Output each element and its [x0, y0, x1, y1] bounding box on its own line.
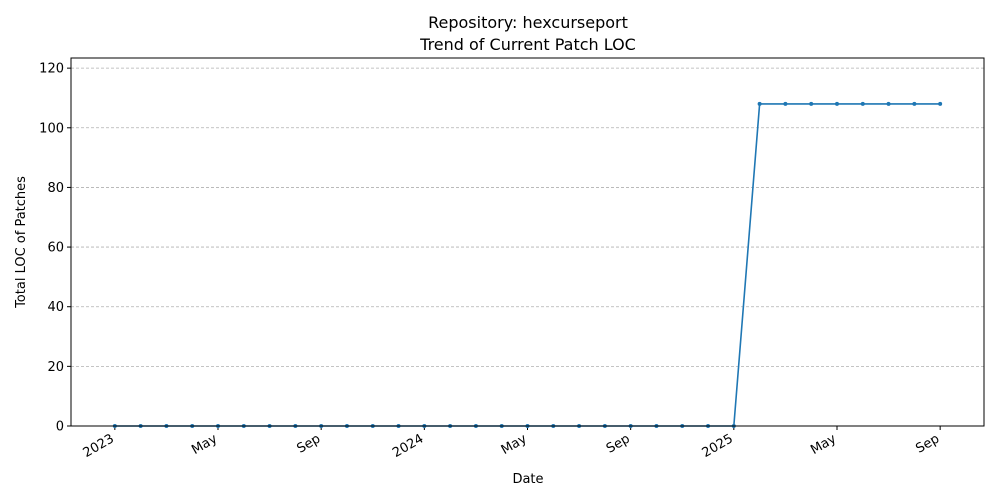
chart-title-line1: Repository: hexcurseport [428, 13, 628, 32]
chart-title-line2: Trend of Current Patch LOC [419, 35, 636, 54]
y-tick-label: 100 [39, 121, 64, 136]
y-axis-ticks: 0 20 40 60 80 100 120 [39, 62, 71, 435]
y-tick-label: 120 [39, 62, 64, 77]
data-point [886, 101, 891, 106]
data-point [834, 101, 839, 106]
x-tick-label: 2024 [390, 431, 426, 461]
y-axis-label: Total LOC of Patches [14, 176, 29, 309]
plot-frame [70, 57, 985, 427]
y-tick-label: 20 [47, 360, 64, 375]
series-line [114, 103, 941, 427]
x-tick-label: May [499, 431, 530, 458]
x-axis-label: Date [512, 472, 543, 487]
x-axis-ticks: 2023 May Sep 2024 May Sep 2025 May Sep [81, 426, 942, 461]
y-tick-label: 0 [56, 420, 64, 435]
x-tick-label: Sep [294, 431, 323, 456]
x-tick-label: Sep [604, 431, 633, 456]
data-point [783, 101, 788, 106]
series-group [112, 101, 943, 428]
y-tick-label: 80 [47, 181, 64, 196]
x-tick-label: 2023 [81, 431, 117, 461]
x-tick-label: May [808, 431, 839, 458]
y-tick-label: 40 [47, 300, 64, 315]
x-tick-label: May [189, 431, 220, 458]
x-tick-label: Sep [913, 431, 942, 456]
y-tick-label: 60 [47, 241, 64, 256]
data-point [938, 101, 943, 106]
grid-lines [71, 67, 984, 427]
data-point [860, 101, 865, 106]
data-point [757, 101, 762, 106]
x-tick-label: 2025 [700, 431, 736, 461]
data-point [809, 101, 814, 106]
data-point [912, 101, 917, 106]
